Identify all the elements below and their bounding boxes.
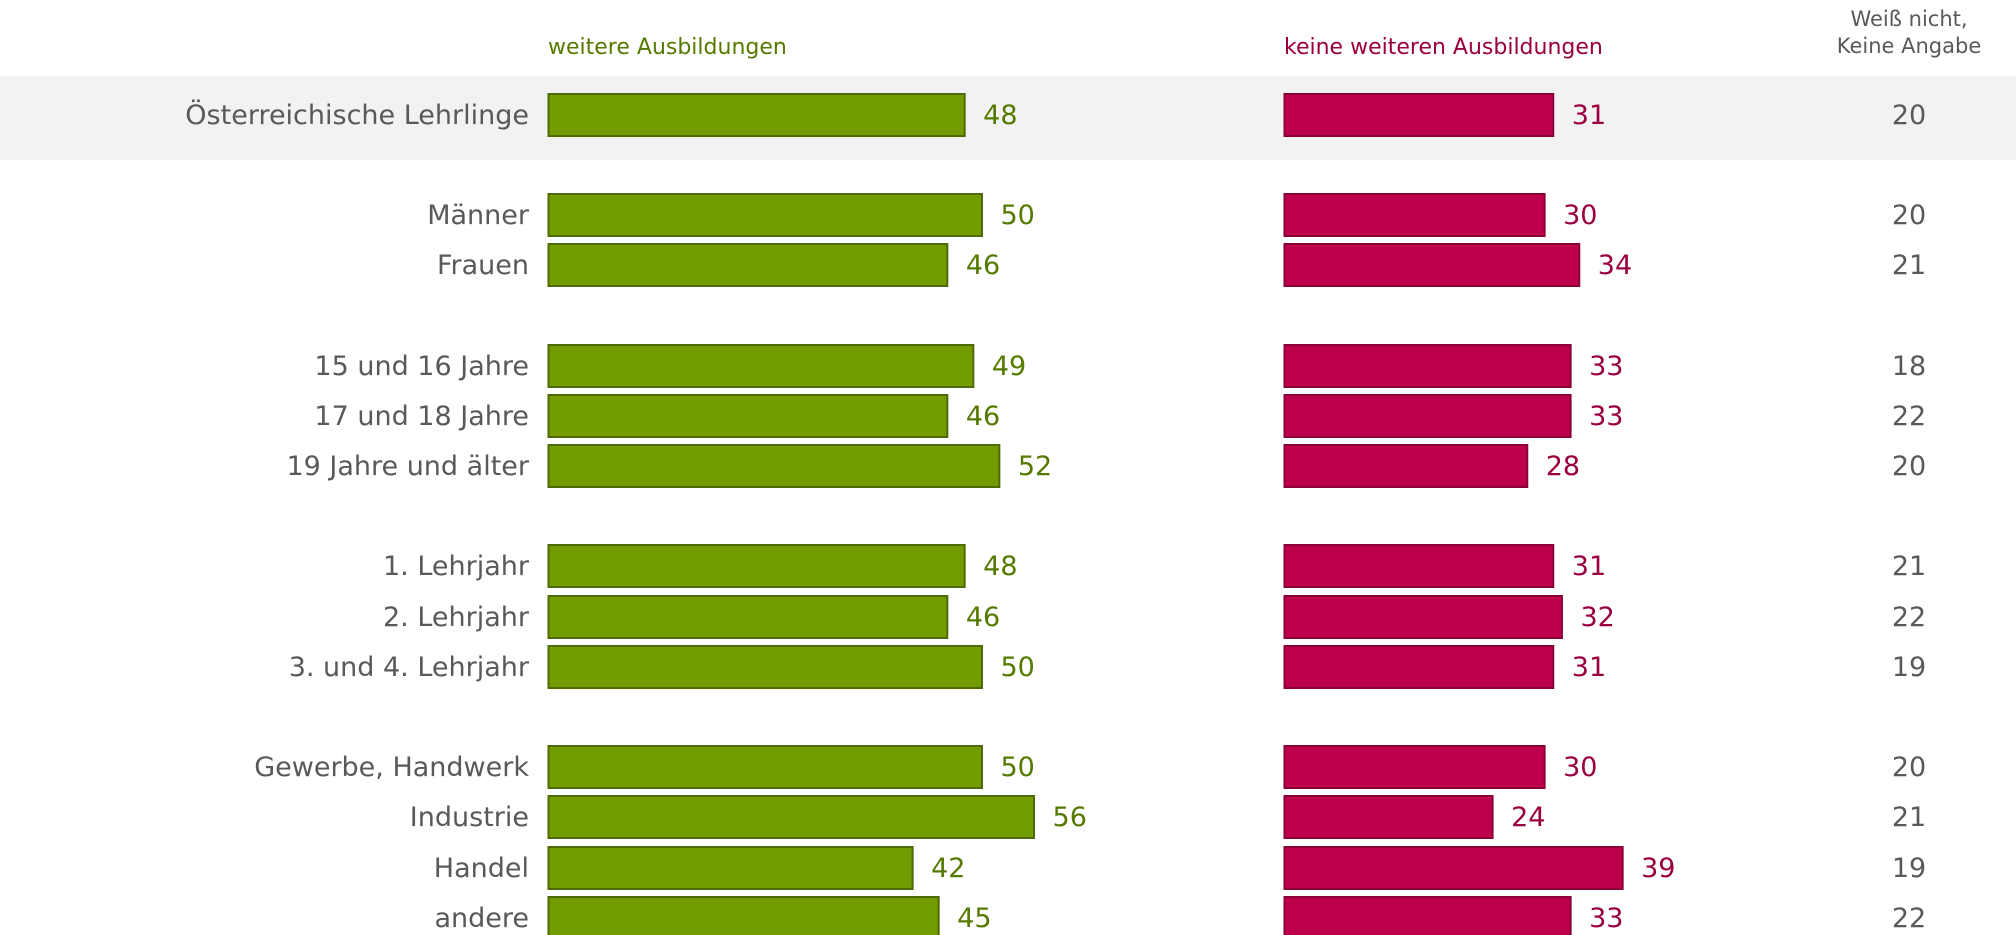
value-weiss-nicht-1-lehrjahr: 21 <box>1892 551 1926 582</box>
value-weiss-nicht-gewerbe-handwerk: 20 <box>1892 752 1926 783</box>
value-weiss-nicht-19-jahre-und-aelter: 20 <box>1892 451 1926 482</box>
value-weiss-nicht-17-und-18-jahre: 22 <box>1892 401 1926 432</box>
header-weiss-nicht-line1: Weiß nicht, <box>1850 7 1967 31</box>
value-weitere-andere: 45 <box>957 903 991 934</box>
bar-keine-oesterreichische-lehrlinge <box>1283 93 1555 137</box>
category-label-2-lehrjahr: 2. Lehrjahr <box>383 602 530 633</box>
value-keine-andere: 33 <box>1589 903 1623 934</box>
header-weitere-ausbildungen: weitere Ausbildungen <box>548 35 787 60</box>
value-weiss-nicht-andere: 22 <box>1892 903 1926 934</box>
bar-weitere-frauen <box>547 243 949 287</box>
value-keine-17-und-18-jahre: 33 <box>1589 401 1623 432</box>
value-weiss-nicht-15-und-16-jahre: 18 <box>1892 351 1926 382</box>
value-weitere-15-und-16-jahre: 49 <box>992 351 1026 382</box>
bar-weitere-handel <box>547 846 914 890</box>
value-keine-frauen: 34 <box>1598 250 1632 281</box>
value-weiss-nicht-frauen: 21 <box>1892 250 1926 281</box>
value-weitere-oesterreichische-lehrlinge: 48 <box>983 100 1017 131</box>
value-keine-gewerbe-handwerk: 30 <box>1563 752 1597 783</box>
value-weitere-frauen: 46 <box>966 250 1000 281</box>
bar-weitere-15-und-16-jahre <box>547 344 975 388</box>
bar-weitere-2-lehrjahr <box>547 595 949 639</box>
value-keine-15-und-16-jahre: 33 <box>1589 351 1623 382</box>
header-keine-angabe-line2: Keine Angabe <box>1837 34 1982 58</box>
bar-weitere-19-jahre-und-aelter <box>547 444 1001 488</box>
value-keine-2-lehrjahr: 32 <box>1580 602 1614 633</box>
value-keine-handel: 39 <box>1641 853 1675 884</box>
bar-keine-frauen <box>1283 243 1581 287</box>
value-weitere-17-und-18-jahre: 46 <box>966 401 1000 432</box>
value-weiss-nicht-industrie: 21 <box>1892 802 1926 833</box>
bar-weitere-3-und-4-lehrjahr <box>547 645 983 689</box>
bar-keine-industrie <box>1283 795 1494 839</box>
bar-weitere-gewerbe-handwerk <box>547 745 983 789</box>
bar-weitere-1-lehrjahr <box>547 544 966 588</box>
value-weitere-1-lehrjahr: 48 <box>983 551 1017 582</box>
value-weiss-nicht-3-und-4-lehrjahr: 19 <box>1892 652 1926 683</box>
value-keine-1-lehrjahr: 31 <box>1572 551 1606 582</box>
highlight-band <box>0 76 2016 160</box>
value-weitere-industrie: 56 <box>1053 802 1087 833</box>
category-label-andere: andere <box>434 903 529 934</box>
value-keine-3-und-4-lehrjahr: 31 <box>1572 652 1606 683</box>
category-label-1-lehrjahr: 1. Lehrjahr <box>383 551 530 582</box>
bar-keine-3-und-4-lehrjahr <box>1283 645 1555 689</box>
chart-rows: Österreichische Lehrlinge 48 31 20 Männer 50 3… <box>185 93 1926 935</box>
category-label-frauen: Frauen <box>437 250 529 281</box>
value-weitere-2-lehrjahr: 46 <box>966 602 1000 633</box>
category-label-17-und-18-jahre: 17 und 18 Jahre <box>314 401 529 432</box>
category-label-3-und-4-lehrjahr: 3. und 4. Lehrjahr <box>289 652 530 683</box>
bar-weitere-andere <box>547 896 940 935</box>
bar-weitere-industrie <box>547 795 1036 839</box>
value-weitere-19-jahre-und-aelter: 52 <box>1018 451 1052 482</box>
category-label-oesterreichische-lehrlinge: Österreichische Lehrlinge <box>185 99 529 131</box>
bar-keine-17-und-18-jahre <box>1283 394 1572 438</box>
bar-keine-andere <box>1283 896 1572 935</box>
value-keine-maenner: 30 <box>1563 200 1597 231</box>
category-label-handel: Handel <box>434 853 529 884</box>
header-keine-weiteren-ausbildungen: keine weiteren Ausbildungen <box>1284 35 1603 60</box>
bar-keine-maenner <box>1283 193 1546 237</box>
bar-weitere-maenner <box>547 193 983 237</box>
category-label-gewerbe-handwerk: Gewerbe, Handwerk <box>254 752 529 783</box>
bar-keine-2-lehrjahr <box>1283 595 1563 639</box>
value-weiss-nicht-handel: 19 <box>1892 853 1926 884</box>
value-weitere-3-und-4-lehrjahr: 50 <box>1001 652 1035 683</box>
value-keine-industrie: 24 <box>1511 802 1545 833</box>
category-label-industrie: Industrie <box>410 802 529 833</box>
bar-keine-gewerbe-handwerk <box>1283 745 1546 789</box>
bar-weitere-oesterreichische-lehrlinge <box>547 93 966 137</box>
bar-weitere-17-und-18-jahre <box>547 394 949 438</box>
value-weitere-maenner: 50 <box>1001 200 1035 231</box>
value-weiss-nicht-maenner: 20 <box>1892 200 1926 231</box>
value-keine-oesterreichische-lehrlinge: 31 <box>1572 100 1606 131</box>
category-label-maenner: Männer <box>427 200 530 231</box>
value-weiss-nicht-2-lehrjahr: 22 <box>1892 602 1926 633</box>
category-label-15-und-16-jahre: 15 und 16 Jahre <box>314 351 529 382</box>
bar-keine-19-jahre-und-aelter <box>1283 444 1529 488</box>
value-weiss-nicht-oesterreichische-lehrlinge: 20 <box>1892 100 1926 131</box>
category-label-19-jahre-und-aelter: 19 Jahre und älter <box>286 451 529 482</box>
bar-keine-1-lehrjahr <box>1283 544 1555 588</box>
value-weitere-gewerbe-handwerk: 50 <box>1001 752 1035 783</box>
value-weitere-handel: 42 <box>931 853 965 884</box>
value-keine-19-jahre-und-aelter: 28 <box>1546 451 1580 482</box>
bar-keine-15-und-16-jahre <box>1283 344 1572 388</box>
bar-keine-handel <box>1283 846 1624 890</box>
